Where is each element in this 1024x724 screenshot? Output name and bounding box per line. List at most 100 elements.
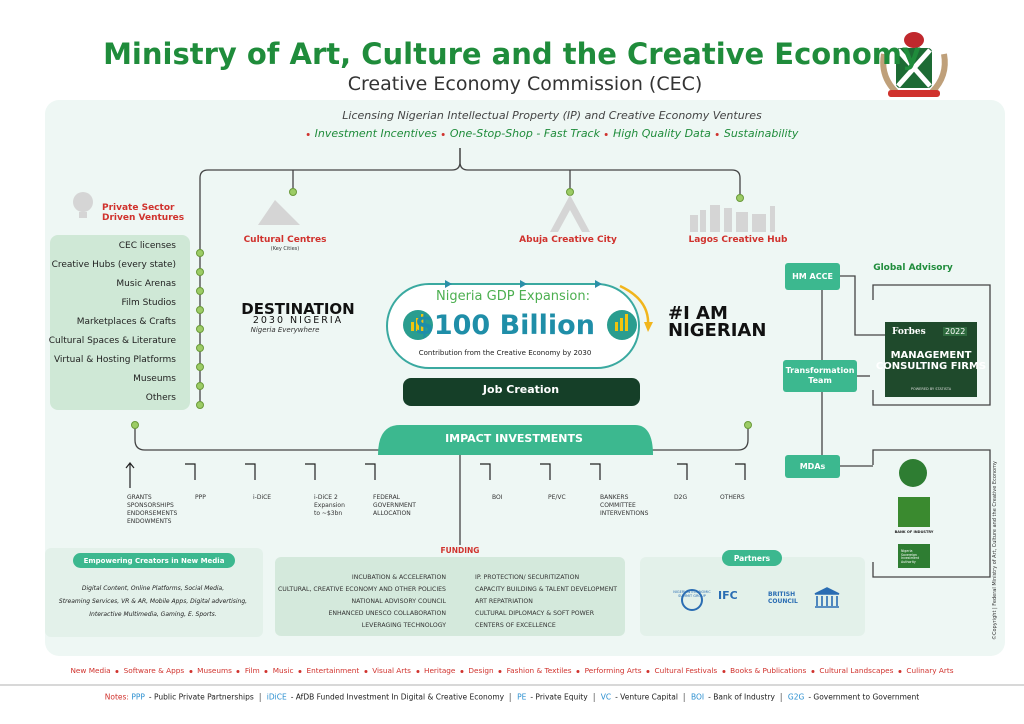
- funding-item: ART REPATRIATION: [475, 598, 533, 605]
- pillar: One-Stop-Shop - Fast Track: [449, 127, 600, 140]
- separator: [811, 669, 815, 673]
- venture: CEC licenses: [118, 241, 176, 251]
- pillar: Sustainability: [723, 127, 799, 140]
- forbes-line: CONSULTING FIRMS: [875, 360, 987, 372]
- stream: BANKERS COMMITTEE INTERVENTIONS: [600, 494, 648, 518]
- destination-title: DESTINATION: [241, 300, 355, 318]
- stream-line: OTHERS: [720, 494, 745, 501]
- global-advisory: Global Advisory: [873, 263, 953, 273]
- connector-dots: [131, 188, 752, 429]
- forbes-year: 2022: [943, 327, 968, 337]
- job-creation: Job Creation: [482, 383, 560, 396]
- venture: Others: [145, 393, 176, 403]
- separator: [510, 693, 512, 702]
- funding-item: NATIONAL ADVISORY COUNCIL: [351, 598, 446, 605]
- funding-item: CENTERS OF EXCELLENCE: [475, 622, 556, 629]
- stream: PE/VC: [548, 494, 566, 502]
- sector: Cultural Landscapes: [819, 666, 894, 675]
- stream-line: ALLOCATION: [373, 510, 411, 517]
- copyright: ©Copyright | Federal Ministry of Art, Cu…: [992, 461, 998, 640]
- gdp-pill: [386, 283, 640, 369]
- stream-line: i-DiCE: [253, 494, 272, 501]
- gdp-icons: [403, 310, 637, 340]
- sector: Fashion & Textiles: [506, 666, 572, 675]
- mdas: MDAs: [785, 455, 840, 478]
- stream: PPP: [195, 494, 206, 502]
- venture: Marketplaces & Crafts: [76, 317, 176, 327]
- bullet: [604, 132, 608, 136]
- sector: Design: [468, 666, 494, 675]
- empowering-line: Digital Content, Online Platforms, Socia…: [81, 585, 225, 592]
- notes-label: Notes:: [104, 692, 129, 702]
- sector: Culinary Arts: [906, 666, 954, 675]
- separator: [364, 669, 368, 673]
- stream-line: INTERVENTIONS: [600, 510, 649, 517]
- separator: [264, 669, 268, 673]
- funding-item: CAPACITY BUILDING & TALENT DEVELOPMENT: [475, 586, 618, 593]
- stream-line: Expansion: [314, 502, 345, 509]
- bullet: [306, 132, 310, 136]
- stream: i-DiCE 2 Expansion to ~$3bn: [314, 494, 345, 518]
- centre-sub: (Key Cities): [270, 246, 300, 252]
- sector: Cultural Festivals: [654, 666, 718, 675]
- note-abbr: VC: [600, 692, 612, 702]
- separator: [898, 669, 902, 673]
- note-text: - Private Equity: [530, 692, 588, 702]
- empowering-box: [45, 548, 263, 637]
- impact-bar: [378, 425, 653, 455]
- title: Ministry of Art, Culture and the Creativ…: [103, 37, 921, 71]
- note-text: - Public Private Partnerships: [148, 692, 254, 702]
- funding-right: IP. PROTECTION/ SECURITIZATION CAPACITY B…: [475, 572, 617, 632]
- logo-boi: [898, 497, 930, 527]
- stream-line: PPP: [195, 494, 206, 501]
- stream-line: COMMITTEE: [600, 502, 636, 509]
- sectors: New Media Software & Apps Museums Film Music…: [70, 666, 954, 675]
- separator: [115, 669, 119, 673]
- banner-line: Licensing Nigerian Intellectual Property…: [342, 109, 762, 122]
- bullet: [715, 132, 719, 136]
- impact-investments: IMPACT INVESTMENTS: [445, 432, 583, 445]
- separator: [593, 693, 595, 702]
- forbes-brand: Forbes: [892, 327, 926, 337]
- partner-ifc: IFC: [718, 589, 738, 602]
- empowering-body: Digital Content, Online Platforms, Socia…: [59, 582, 247, 621]
- centre-label: Lagos Creative Hub: [688, 235, 788, 245]
- venture: Virtual & Hosting Platforms: [53, 355, 176, 365]
- title-line: Private Sector: [102, 203, 175, 213]
- venture: Film Studios: [121, 298, 176, 308]
- sector: Heritage: [423, 666, 456, 675]
- partners-title: Partners: [722, 550, 782, 566]
- sector: New Media: [70, 666, 111, 675]
- separator: [780, 693, 782, 702]
- sector: Music: [272, 666, 294, 675]
- separator: [189, 669, 193, 673]
- i-am-nigerian: #I AM NIGERIAN: [668, 304, 766, 339]
- forbes-powered: POWERED BY STATISTA: [910, 387, 952, 391]
- boi-label: BANK OF INDUSTRY: [894, 530, 934, 534]
- separator: [683, 693, 685, 702]
- gdp-arc: [619, 284, 650, 327]
- venture: Music Arenas: [116, 279, 176, 289]
- gdp-caption: Contribution from the Creative Economy b…: [418, 349, 592, 357]
- logo-unesco: [814, 587, 840, 608]
- venture: Cultural Spaces & Literature: [48, 336, 176, 346]
- note-abbr: PE: [517, 692, 527, 702]
- sector: Entertainment: [306, 666, 360, 675]
- stream: BOI: [492, 494, 503, 502]
- logo-nsia: [898, 544, 930, 568]
- notes: Notes: PPP - Public Private Partnerships i…: [104, 692, 919, 702]
- transformation-team: Transformation Team: [783, 360, 857, 392]
- stream-line: to ~$3bn: [314, 510, 343, 517]
- title-line: Driven Ventures: [102, 213, 185, 224]
- partner-british-council: BRITISH COUNCIL: [768, 591, 798, 605]
- stream: i-DiCE: [253, 494, 271, 502]
- forbes-line: MANAGEMENT: [890, 350, 972, 361]
- separator: [415, 669, 419, 673]
- separator: [298, 669, 302, 673]
- funding-item: INCUBATION & ACCELERATION: [351, 574, 446, 581]
- venture: Museums: [133, 374, 176, 384]
- icons: [73, 192, 775, 232]
- venture: Creative Hubs (every state): [51, 260, 176, 270]
- stream-line: D2G: [674, 494, 688, 501]
